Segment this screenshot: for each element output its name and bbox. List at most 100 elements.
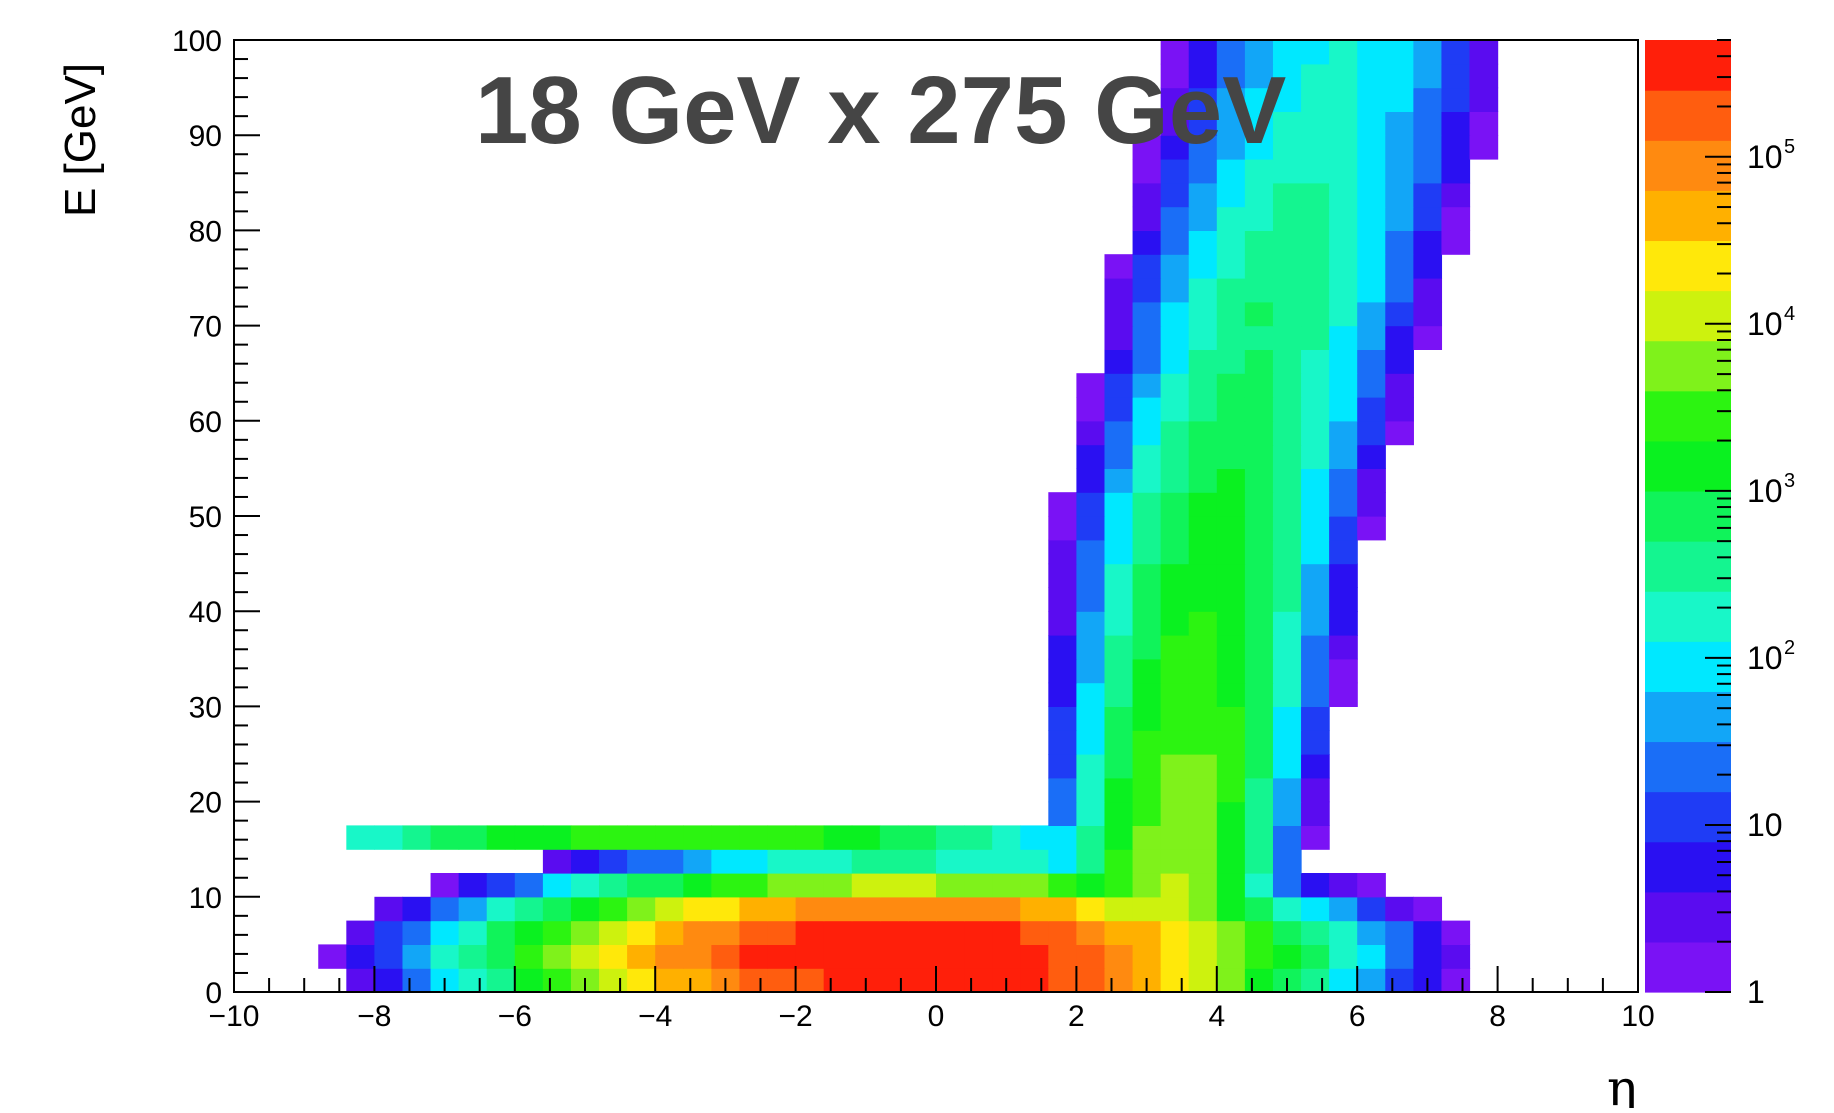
y-tick-label: 0 bbox=[205, 977, 222, 1010]
heatmap-cell bbox=[1272, 111, 1302, 136]
heatmap-cell bbox=[1469, 111, 1499, 136]
colorbar-segment bbox=[1645, 240, 1731, 292]
heatmap-cell bbox=[1357, 325, 1386, 350]
heatmap-cell bbox=[1188, 896, 1218, 922]
heatmap-cell bbox=[683, 896, 712, 922]
heatmap-cell bbox=[936, 920, 965, 945]
heatmap-cell bbox=[1188, 920, 1218, 945]
heatmap-cell bbox=[1441, 87, 1471, 112]
heatmap-cell bbox=[1188, 182, 1218, 208]
heatmap-cell bbox=[1216, 516, 1246, 541]
heatmap-cell bbox=[1048, 658, 1077, 684]
heatmap-cell bbox=[767, 873, 797, 898]
heatmap-cell bbox=[1301, 968, 1330, 993]
heatmap-cell bbox=[1329, 159, 1358, 184]
heatmap-cell bbox=[1329, 658, 1358, 684]
colorbar-label-exponent: 2 bbox=[1784, 637, 1795, 659]
x-tick-label: 10 bbox=[1621, 1000, 1654, 1033]
heatmap-cell bbox=[1076, 777, 1106, 803]
heatmap-cell bbox=[1160, 492, 1190, 517]
heatmap-cell bbox=[1244, 658, 1274, 684]
heatmap-cell bbox=[1104, 682, 1134, 707]
heatmap-cell bbox=[1076, 682, 1106, 707]
heatmap-cell bbox=[767, 968, 797, 993]
heatmap-cell bbox=[1441, 159, 1471, 184]
y-tick-label: 80 bbox=[189, 215, 222, 248]
heatmap-cell bbox=[1132, 135, 1162, 160]
heatmap-cell bbox=[1244, 159, 1274, 184]
heatmap-cell bbox=[851, 896, 881, 922]
heatmap-cell bbox=[1048, 492, 1077, 517]
heatmap-cell bbox=[627, 896, 656, 922]
heatmap-cell bbox=[627, 849, 656, 874]
heatmap-cell bbox=[1160, 635, 1190, 660]
heatmap-cell bbox=[1301, 754, 1330, 779]
heatmap-cell bbox=[1244, 40, 1274, 65]
heatmap-cell bbox=[1301, 254, 1330, 279]
heatmap-cell bbox=[1272, 825, 1302, 850]
heatmap-cell bbox=[1188, 873, 1218, 898]
heatmap-cell bbox=[1132, 159, 1162, 184]
heatmap-cell bbox=[1160, 468, 1190, 493]
heatmap-cell bbox=[1076, 849, 1106, 874]
heatmap-cell bbox=[1188, 682, 1218, 707]
heatmap-cell bbox=[1104, 539, 1134, 565]
heatmap-cell bbox=[1272, 754, 1302, 779]
heatmap-cell bbox=[1188, 611, 1218, 636]
heatmap-cell bbox=[1357, 159, 1386, 184]
heatmap-cell bbox=[1385, 944, 1414, 969]
heatmap-cell bbox=[627, 920, 656, 945]
heatmap-cell bbox=[1357, 373, 1386, 398]
heatmap-cell bbox=[767, 849, 797, 874]
heatmap-cell bbox=[1216, 444, 1246, 469]
heatmap-cell bbox=[1048, 682, 1077, 707]
heatmap-cell bbox=[1188, 444, 1218, 469]
heatmap-cell bbox=[1216, 325, 1246, 350]
heatmap-cell bbox=[936, 896, 965, 922]
heatmap-cell bbox=[823, 873, 853, 898]
heatmap-cell bbox=[1244, 420, 1274, 446]
heatmap-cell bbox=[795, 920, 825, 945]
heatmap-cell bbox=[1188, 63, 1218, 89]
heatmap-cell bbox=[1244, 920, 1274, 945]
heatmap-cell bbox=[1104, 730, 1134, 755]
heatmap-cell bbox=[1216, 63, 1246, 89]
heatmap-cell bbox=[627, 825, 656, 850]
heatmap-cell bbox=[1413, 40, 1443, 65]
heatmap-cell bbox=[1244, 254, 1274, 279]
heatmap-cell bbox=[1385, 968, 1414, 993]
colorbar-segment bbox=[1645, 591, 1731, 642]
y-axis-title: E [GeV] bbox=[56, 63, 105, 217]
heatmap-cell bbox=[1329, 373, 1358, 398]
heatmap-cell bbox=[1413, 182, 1443, 208]
heatmap-cell bbox=[1048, 825, 1077, 850]
heatmap-cell bbox=[1132, 444, 1162, 469]
heatmap-cell bbox=[1048, 920, 1077, 945]
heatmap-cell bbox=[1244, 468, 1274, 493]
heatmap-cell bbox=[1244, 206, 1274, 231]
heatmap-cell bbox=[1244, 682, 1274, 707]
heatmap-cell bbox=[1272, 801, 1302, 826]
heatmap-cell bbox=[1272, 777, 1302, 803]
heatmap-cell bbox=[458, 825, 488, 850]
heatmap-cell bbox=[1104, 873, 1134, 898]
heatmap-cell bbox=[1301, 444, 1330, 469]
heatmap-cell bbox=[1160, 777, 1190, 803]
heatmap-cell bbox=[1329, 611, 1358, 636]
heatmap-cell bbox=[1301, 658, 1330, 684]
heatmap-cell bbox=[1385, 896, 1414, 922]
heatmap-cell bbox=[1329, 468, 1358, 493]
colorbar-segment bbox=[1645, 440, 1731, 492]
heatmap-cell bbox=[1385, 325, 1414, 350]
colorbar-segment bbox=[1645, 390, 1731, 442]
heatmap-cell bbox=[486, 968, 516, 993]
heatmap-cell bbox=[1244, 777, 1274, 803]
heatmap-cell bbox=[907, 968, 937, 993]
heatmap-cell bbox=[1272, 682, 1302, 707]
heatmap-cell bbox=[907, 873, 937, 898]
heatmap-cell bbox=[1188, 706, 1218, 731]
heatmap-cell bbox=[1076, 968, 1106, 993]
heatmap-cell bbox=[1160, 135, 1190, 160]
heatmap-cell bbox=[823, 920, 853, 945]
